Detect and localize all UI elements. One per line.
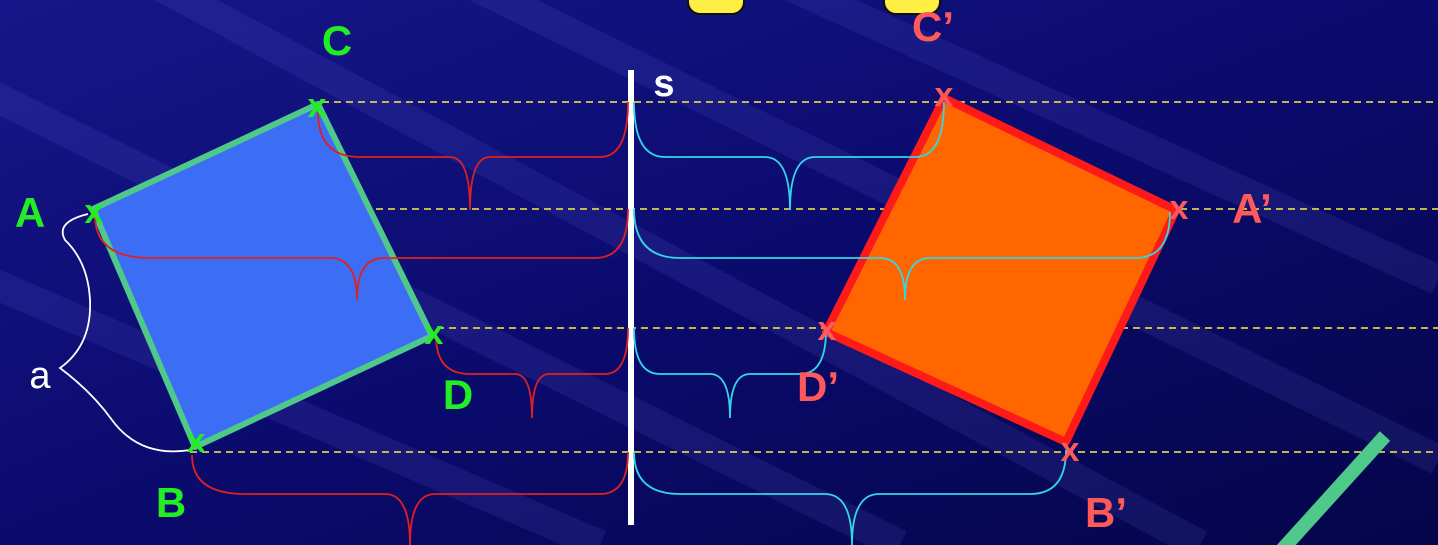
label-d-prime: D’ bbox=[797, 363, 839, 410]
label-c-prime: C’ bbox=[912, 3, 954, 50]
vertex-mark-a: x bbox=[85, 193, 104, 231]
vertex-mark-d: x bbox=[425, 314, 444, 352]
axis-label: s bbox=[653, 63, 674, 105]
vertex-mark-b-prime: x bbox=[1061, 431, 1080, 469]
vertex-mark-a-prime: x bbox=[1170, 189, 1189, 227]
brace-c-left bbox=[317, 101, 629, 211]
label-b-prime: B’ bbox=[1085, 489, 1127, 536]
brace-a-left bbox=[94, 208, 629, 301]
side-brace bbox=[58, 213, 191, 453]
label-c: C bbox=[322, 17, 352, 64]
vertex-mark-d-prime: x bbox=[818, 310, 837, 348]
brace-a-right bbox=[633, 208, 1171, 301]
vertex-mark-b: x bbox=[187, 422, 206, 460]
right-distance-braces bbox=[633, 101, 1171, 545]
label-d: D bbox=[443, 371, 473, 418]
brace-b-right bbox=[633, 449, 1067, 545]
brace-c-right bbox=[633, 101, 945, 211]
label-a-prime: A’ bbox=[1232, 185, 1272, 232]
brace-d-right bbox=[633, 327, 827, 419]
label-b: B bbox=[156, 479, 186, 526]
green-stripe-icon bbox=[1276, 431, 1391, 545]
mirrored-square bbox=[822, 94, 1180, 446]
vertex-mark-c: x bbox=[308, 87, 327, 125]
side-label: a bbox=[29, 355, 51, 397]
label-a: A bbox=[15, 189, 45, 236]
yellow-rounded-shapes-icon bbox=[687, 0, 941, 15]
original-square bbox=[90, 101, 435, 450]
brace-d-left bbox=[435, 327, 629, 419]
vertex-mark-c-prime: x bbox=[935, 76, 954, 114]
